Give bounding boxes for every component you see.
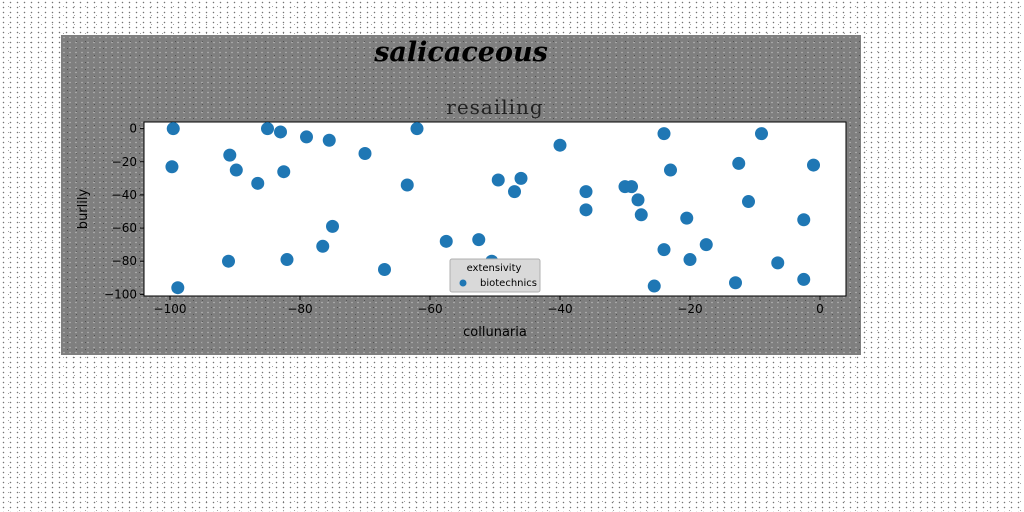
data-point (657, 243, 671, 257)
data-point (579, 203, 593, 217)
data-point (647, 279, 661, 293)
data-point (277, 165, 291, 179)
data-point (732, 156, 746, 170)
data-point (280, 253, 294, 267)
data-point (742, 195, 755, 209)
data-point (491, 173, 505, 187)
data-point (631, 193, 645, 207)
data-point (664, 163, 677, 177)
data-point (229, 163, 243, 177)
scatter-chart: resailing −100 −80 −60 −40 −20 0 0 −20 −40 −60 −8… (76, 95, 847, 340)
x-tick-label: 0 (816, 302, 824, 316)
legend-box (449, 258, 541, 293)
scatter-points (165, 122, 820, 295)
legend-marker (459, 279, 467, 287)
data-point (553, 138, 567, 152)
data-point (657, 127, 671, 141)
data-point (683, 253, 697, 267)
y-axis-label: burlily (76, 189, 91, 230)
data-point (634, 208, 648, 222)
figure-suptitle: salicaceous (374, 37, 548, 68)
legend-label: biotechnics (480, 278, 537, 289)
data-point (400, 178, 414, 192)
data-point (358, 146, 372, 160)
x-tick-label: −40 (547, 302, 572, 316)
x-tick-label: −60 (417, 302, 442, 316)
data-point (508, 185, 521, 199)
legend: extensivity biotechnics (449, 258, 541, 293)
data-point (274, 125, 287, 139)
y-tick-label: −40 (112, 188, 137, 202)
data-point (514, 171, 528, 185)
data-point (755, 127, 768, 141)
data-point (797, 272, 811, 286)
x-tick-label: −100 (154, 302, 187, 316)
y-axis: 0 −20 −40 −60 −80 −100 (104, 122, 144, 301)
data-point (680, 211, 694, 225)
chart-title: resailing (446, 95, 543, 119)
x-axis: −100 −80 −60 −40 −20 0 (154, 296, 824, 316)
data-point (166, 122, 180, 136)
x-tick-label: −20 (677, 302, 702, 316)
y-tick-label: −60 (112, 221, 137, 235)
data-point (579, 185, 593, 199)
data-point (797, 213, 811, 227)
data-point (326, 219, 339, 233)
data-point (316, 239, 330, 253)
data-point (771, 256, 785, 270)
legend-title: extensivity (467, 263, 522, 274)
data-point (699, 238, 713, 252)
x-tick-label: −80 (287, 302, 312, 316)
data-point (165, 160, 179, 174)
data-point (729, 276, 742, 290)
data-point (322, 133, 336, 147)
data-point (625, 180, 638, 194)
y-tick-label: 0 (129, 122, 137, 136)
data-point (222, 254, 235, 268)
x-axis-label: collunaria (463, 325, 527, 340)
figure-canvas: salicaceous resailing −100 −80 −60 −40 −20 0 … (61, 35, 861, 355)
data-point (251, 176, 265, 190)
y-tick-label: −80 (112, 254, 137, 268)
data-point (472, 233, 486, 247)
data-point (300, 130, 313, 144)
data-point (223, 148, 237, 162)
y-tick-label: −20 (112, 155, 137, 169)
y-tick-label: −100 (104, 287, 137, 301)
data-point (261, 122, 274, 136)
data-point (171, 281, 185, 295)
data-point (378, 262, 391, 276)
data-point (410, 122, 424, 136)
data-point (439, 234, 453, 248)
data-point (807, 158, 820, 172)
